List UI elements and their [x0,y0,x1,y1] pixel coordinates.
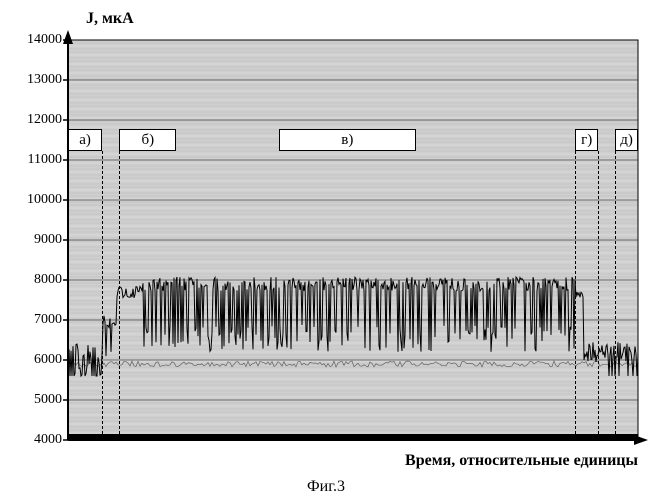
y-tick-label: 6000 [8,352,62,368]
region-label-box: д) [615,129,638,151]
region-label-box: б) [119,129,176,151]
y-tick-label: 8000 [8,272,62,288]
page-root: J, мкА 400050006000700080009000100001100… [0,0,652,500]
y-tick-label: 12000 [8,112,62,128]
region-divider [119,151,120,434]
x-axis-bar [68,434,638,440]
region-label-box: г) [575,129,598,151]
figure-caption: Фиг.3 [0,478,652,496]
region-label-box: а) [68,129,102,151]
y-tick-label: 4000 [8,432,62,448]
y-tick-label: 7000 [8,312,62,328]
y-tick-label: 14000 [8,32,62,48]
region-divider [615,151,616,434]
y-tick-label: 9000 [8,232,62,248]
x-axis-title: Время, относительные единицы [405,452,638,470]
region-divider [575,151,576,434]
region-divider [102,151,103,434]
y-tick-label: 5000 [8,392,62,408]
region-divider [598,151,599,434]
y-tick-label: 10000 [8,192,62,208]
plot-area [0,0,652,500]
y-tick-label: 11000 [8,152,62,168]
y-tick-label: 13000 [8,72,62,88]
region-label-box: в) [279,129,416,151]
